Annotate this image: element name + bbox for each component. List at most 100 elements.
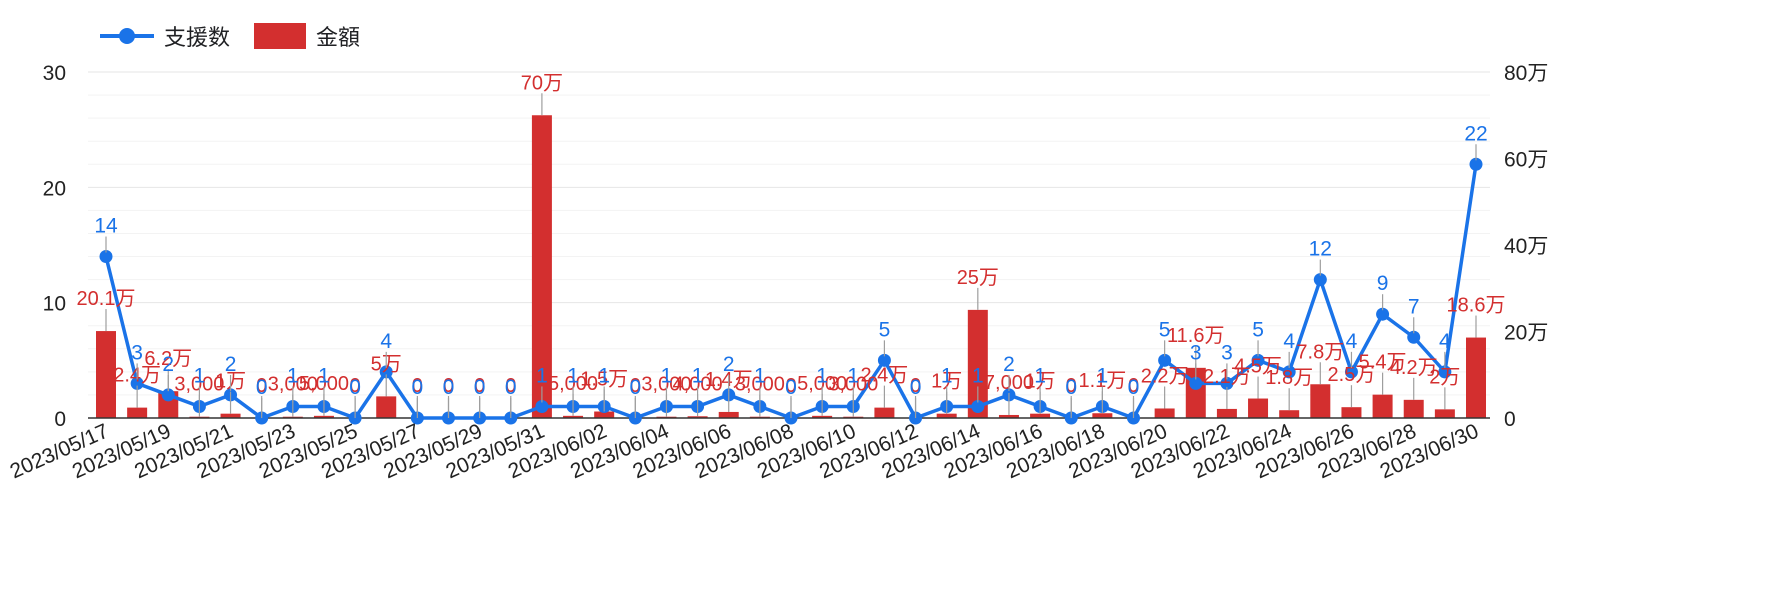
bar-data-label: 1万 [1025,371,1056,393]
bar [376,396,397,418]
bar-data-label: 0 [474,375,485,397]
line-point [877,353,891,367]
bar-data-label: 4.5万 [1234,356,1282,378]
y-right-tick-label: 0 [1504,408,1516,431]
bar-data-label: 0 [1128,375,1139,397]
line-data-label: 1 [941,364,953,387]
line-data-label: 1 [567,364,579,387]
bar [1403,399,1424,418]
line-data-label: 4 [1283,330,1295,353]
bar-data-label: 4,000 [673,373,723,395]
bar-data-label: 7.8万 [1296,341,1344,363]
bar-data-label: 2万 [1429,366,1460,388]
legend-label-amount: 金額 [316,25,361,50]
y-right-tick-label: 20万 [1504,322,1548,345]
bar [936,413,957,418]
line-point [99,250,113,264]
line-data-label: 4 [1439,330,1451,353]
line-data-label: 5 [879,318,891,341]
y-right-tick-label: 80万 [1504,62,1548,85]
bar-data-label: 4.2万 [1390,357,1438,379]
line-data-label: 1 [692,364,704,387]
bar-data-label: 20.1万 [77,288,136,310]
line-data-label: 1 [1097,364,1109,387]
line-data-label: 14 [94,215,118,238]
line-data-label: 1 [661,364,673,387]
bar-data-label: 1万 [931,371,962,393]
y-left-tick-label: 30 [43,62,66,85]
bar [96,331,116,418]
bar [1248,398,1269,418]
y-left-tick-label: 20 [43,177,66,200]
bar-data-label: 0 [910,375,921,397]
bar [812,415,833,418]
bar [967,309,988,418]
line-data-label: 0 [1065,376,1077,399]
line-point [161,388,175,402]
line-points [99,157,1483,425]
bar-data-label: 11.6万 [1167,325,1224,347]
line-data-label: 4 [1346,330,1358,353]
bar-data-label: 6.2万 [144,348,192,370]
bar-data-label: 0 [256,375,267,397]
line-point [379,365,393,379]
line-point [1282,365,1296,379]
bar-data-label: 0 [630,375,641,397]
line-data-label: 1 [972,364,984,387]
line-point [130,376,144,390]
bar-data-label: 25万 [957,267,999,289]
line-data-label: 0 [910,376,922,399]
line-data-label: 3 [1221,341,1233,364]
line-point [1189,376,1203,390]
bar-data-label: 1.8万 [1265,367,1313,389]
y-left-tick-label: 0 [54,408,66,431]
bar-data-label: 3,000 [735,374,785,396]
line-data-label: 2 [1003,353,1015,376]
line-point [1313,273,1327,287]
legend-item-supporters[interactable]: 支援数 [100,20,230,52]
line-data-label: 0 [349,376,361,399]
line-data-label: 4 [380,330,392,353]
line-data-label: 0 [505,376,517,399]
line-data-label: 2 [225,353,237,376]
bar [1434,409,1455,418]
bar-data-label: 3,000 [641,374,691,396]
bar-data-label: 2.2万 [1141,365,1189,387]
bar-data-label: 5,000 [299,373,349,395]
line-data-label: 22 [1464,122,1487,145]
line-data-label: 0 [412,376,424,399]
line-data-label: 1 [754,364,766,387]
bar [874,407,895,418]
bar [127,407,148,418]
line-point [1251,353,1265,367]
bar [1092,413,1113,418]
line-point [1469,157,1483,171]
line-data-label: 9 [1377,272,1389,295]
line-data-label: 5 [1252,318,1264,341]
line-data-label: 3 [131,341,143,364]
line-data-label: 5 [1159,318,1171,341]
line-data-label: 2 [723,353,735,376]
bar-data-label: 2.5万 [1328,364,1376,386]
bar [998,414,1019,418]
legend-label-supporters: 支援数 [164,25,231,50]
line-point [971,399,985,413]
y-left-tick-label: 10 [43,293,66,316]
bar [563,415,584,418]
bar-data-label: 2.4万 [861,365,909,387]
line-data-label: 0 [443,376,455,399]
chart-legend: 支援数 金額 [100,20,360,52]
bar-data-label: 3,000 [174,374,224,396]
line-point [1158,353,1172,367]
legend-item-amount[interactable]: 金額 [254,20,360,52]
bar [1279,410,1300,418]
legend-bar-marker-icon [254,23,307,49]
bar-data-label: 5,000 [548,373,598,395]
bar [220,413,241,418]
line-data-label: 1 [847,364,859,387]
line-point [1407,330,1421,344]
bar [1154,408,1175,418]
bar [1466,337,1486,418]
